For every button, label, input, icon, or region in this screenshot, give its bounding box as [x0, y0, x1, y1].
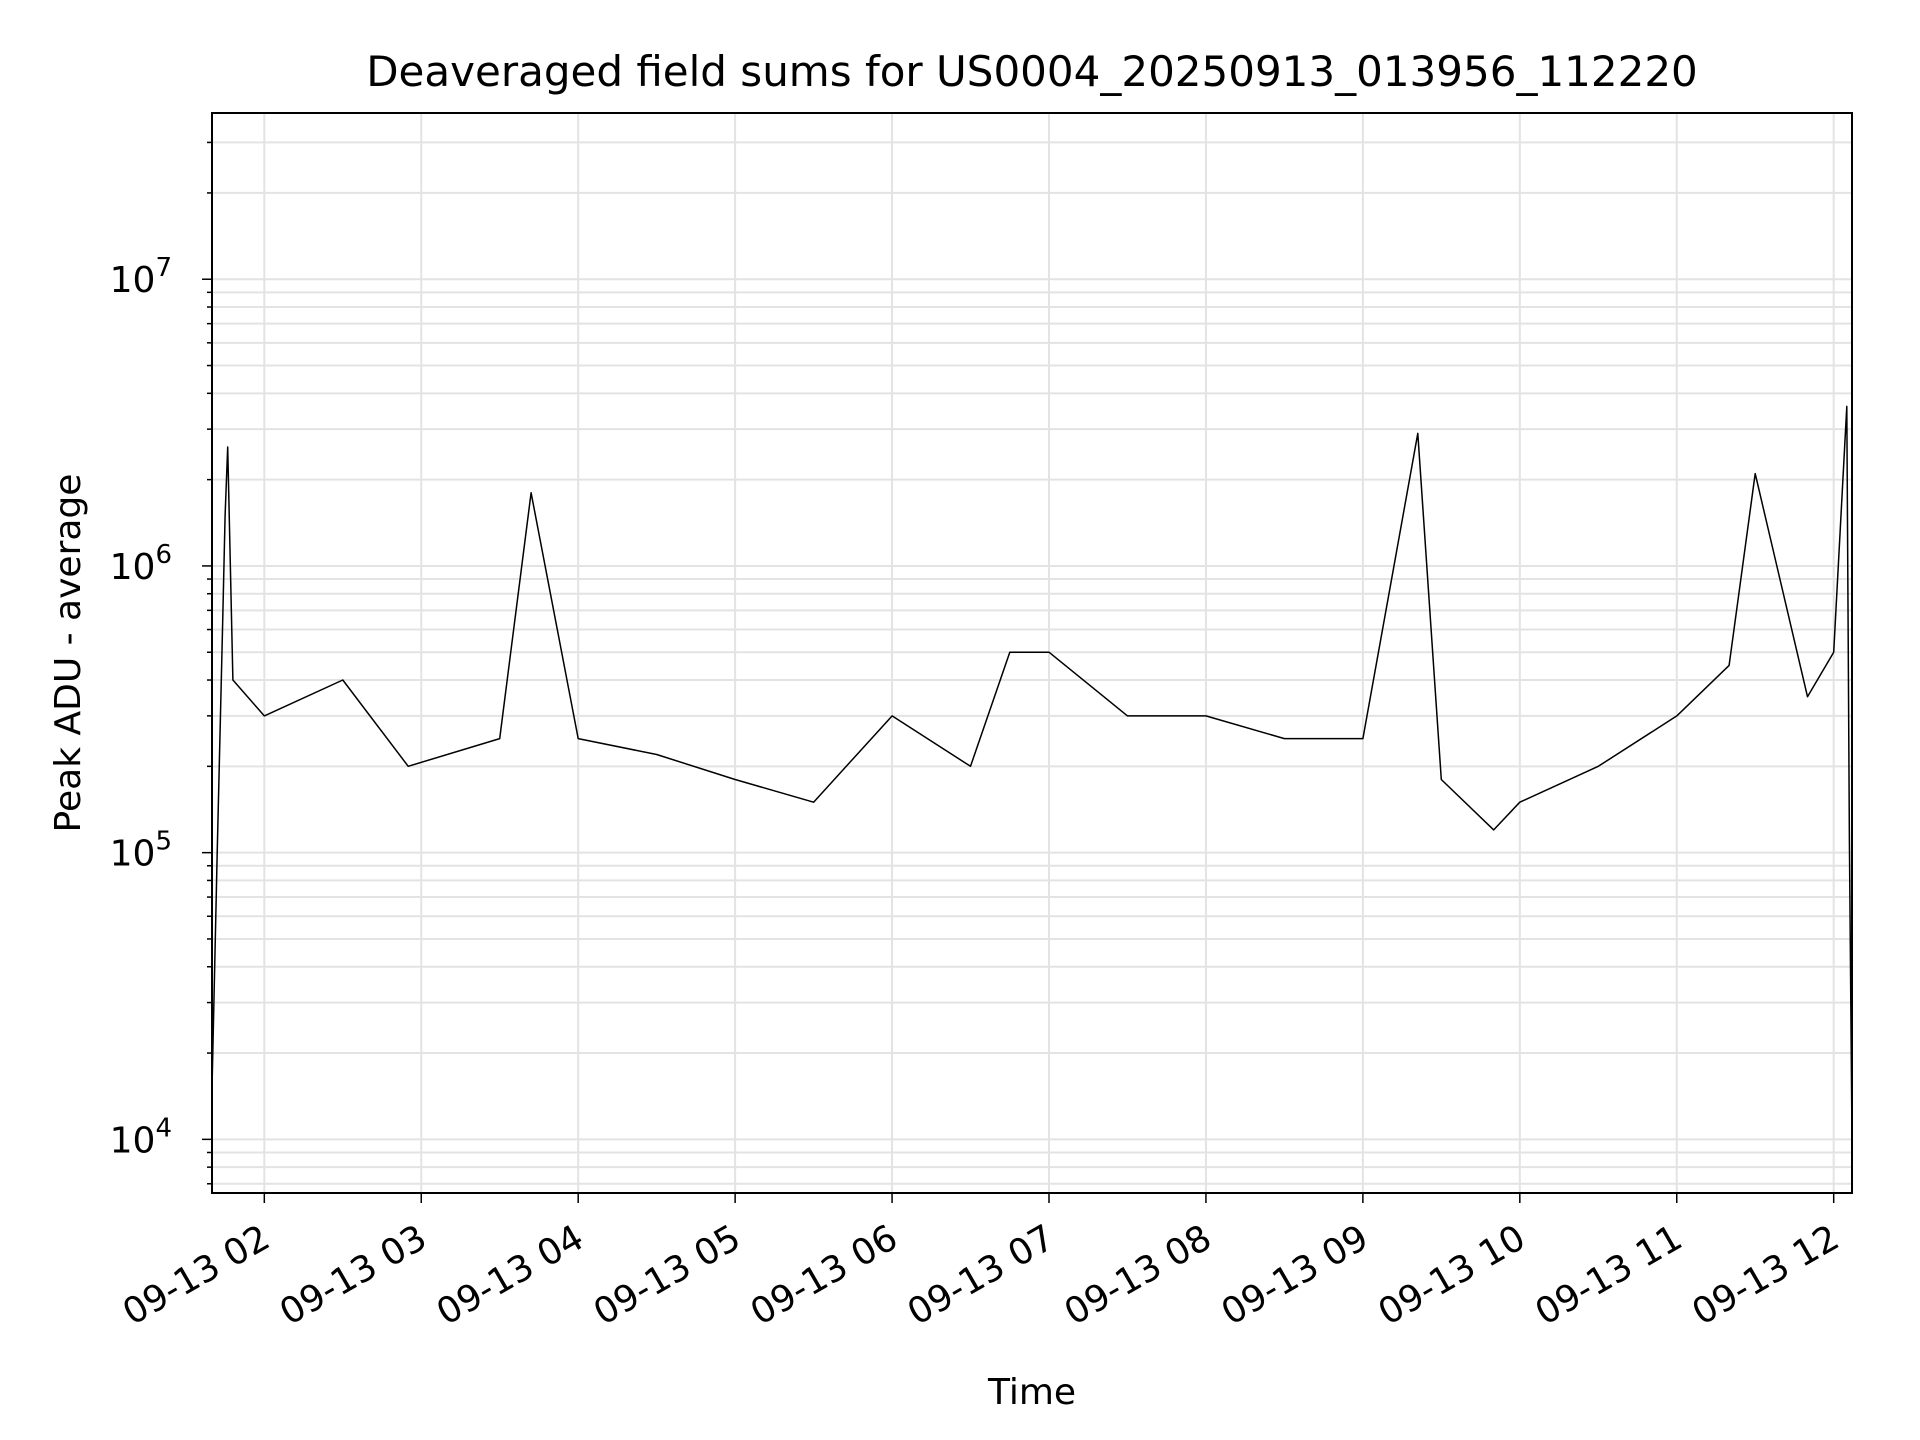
- y-tick-label: 105: [110, 827, 172, 875]
- y-tick-base: 10: [110, 547, 156, 588]
- grid-lines: [212, 113, 1852, 1193]
- y-tick-base: 10: [110, 834, 156, 875]
- chart-title: Deaveraged field sums for US0004_2025091…: [366, 47, 1698, 96]
- y-tick-base: 10: [110, 260, 156, 301]
- y-tick-exponent: 7: [155, 253, 172, 283]
- y-tick-base: 10: [110, 1120, 156, 1161]
- plot-area: [211, 405, 1853, 1140]
- y-axis-label: Peak ADU - average: [48, 474, 89, 833]
- y-tick-label: 107: [110, 253, 172, 301]
- x-axis-label: Time: [987, 1372, 1076, 1413]
- series-line: [211, 405, 1853, 1140]
- y-tick-exponent: 6: [155, 540, 172, 570]
- y-tick-exponent: 4: [155, 1113, 172, 1143]
- plot-frame: [211, 112, 1853, 1194]
- y-tick-exponent: 5: [155, 827, 172, 857]
- y-tick-label: 106: [110, 540, 172, 588]
- y-tick-label: 104: [110, 1113, 172, 1161]
